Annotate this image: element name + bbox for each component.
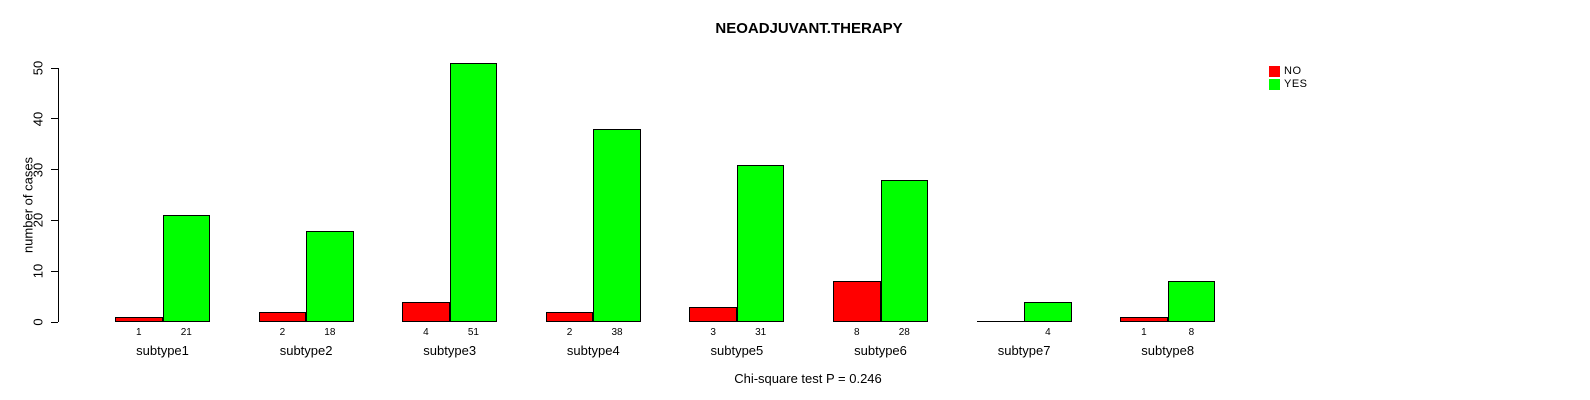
y-axis-tick-label: 20: [30, 213, 46, 228]
bar-no-subtype2: [258, 311, 307, 322]
y-axis-tick: [51, 169, 58, 171]
legend-swatch-no-icon: [1269, 65, 1280, 77]
bar-no-subtype3: [402, 301, 450, 322]
category-label-subtype6: subtype6: [854, 343, 907, 358]
category-label-subtype8: subtype8: [1141, 343, 1195, 358]
bar-yes-subtype1: [162, 215, 210, 322]
legend-item-no: NO: [1269, 65, 1308, 77]
bar-yes-subtype5-value-label: 31: [755, 327, 767, 338]
bar-yes-subtype5: [736, 164, 785, 322]
legend-label-yes: YES: [1284, 78, 1308, 90]
bar-no-subtype4: [545, 311, 594, 322]
bar-yes-subtype6-value-label: 28: [898, 327, 910, 338]
bar-no-subtype8-value-label: 1: [1141, 327, 1147, 338]
bar-yes-subtype1-value-label: 21: [180, 327, 192, 338]
bar-no-subtype4-value-label: 2: [566, 327, 573, 338]
bar-no-subtype6: [833, 281, 881, 322]
bar-yes-subtype6: [880, 179, 928, 322]
bar-no-subtype1-value-label: 1: [135, 327, 142, 338]
bar-yes-subtype7-value-label: 4: [1045, 327, 1051, 338]
y-axis-tick: [51, 67, 58, 69]
bar-no-subtype5-value-label: 3: [710, 327, 716, 338]
category-label-subtype2: subtype2: [279, 343, 333, 358]
chart-title: NEOADJUVANT.THERAPY: [715, 20, 903, 37]
category-label-subtype5: subtype5: [710, 343, 764, 358]
bar-yes-subtype3-value-label: 51: [467, 327, 479, 338]
y-axis-tick: [51, 219, 58, 221]
y-axis-tick: [51, 270, 58, 272]
legend: NO YES: [1269, 65, 1308, 91]
bar-no-subtype7-zero-baseline: [976, 321, 1025, 322]
legend-label-no: NO: [1284, 65, 1302, 77]
y-axis-tick-label: 40: [30, 111, 46, 127]
bar-no-subtype1: [115, 316, 163, 322]
bar-yes-subtype2-value-label: 18: [324, 327, 336, 338]
bar-no-subtype6-value-label: 8: [853, 327, 860, 338]
bar-yes-subtype4-value-label: 38: [611, 327, 623, 338]
y-axis-tick-label: 0: [30, 318, 46, 326]
bar-yes-subtype3: [449, 62, 498, 322]
bar-yes-subtype8: [1167, 281, 1216, 322]
bar-yes-subtype2: [306, 230, 354, 322]
bar-no-subtype8: [1120, 316, 1168, 322]
bar-no-subtype2-value-label: 2: [279, 327, 286, 338]
category-label-subtype3: subtype3: [423, 343, 477, 358]
category-label-subtype4: subtype4: [566, 343, 620, 358]
bar-yes-subtype4: [593, 128, 641, 322]
y-axis-tick-label: 50: [30, 60, 46, 76]
y-axis-tick: [51, 321, 58, 323]
bar-no-subtype5: [689, 306, 737, 322]
bar-yes-subtype7: [1024, 301, 1072, 322]
category-label-subtype7: subtype7: [997, 343, 1051, 358]
bar-yes-subtype8-value-label: 8: [1188, 327, 1195, 338]
y-axis-line: [58, 68, 59, 322]
category-label-subtype1: subtype1: [136, 343, 189, 358]
bar-no-subtype3-value-label: 4: [423, 327, 429, 338]
y-axis-tick: [51, 118, 58, 120]
legend-swatch-yes-icon: [1269, 78, 1280, 90]
chi-square-caption: Chi-square test P = 0.246: [734, 371, 882, 386]
y-axis-tick-label: 10: [30, 263, 46, 279]
y-axis-tick-label: 30: [30, 162, 46, 177]
legend-item-yes: YES: [1269, 78, 1308, 90]
